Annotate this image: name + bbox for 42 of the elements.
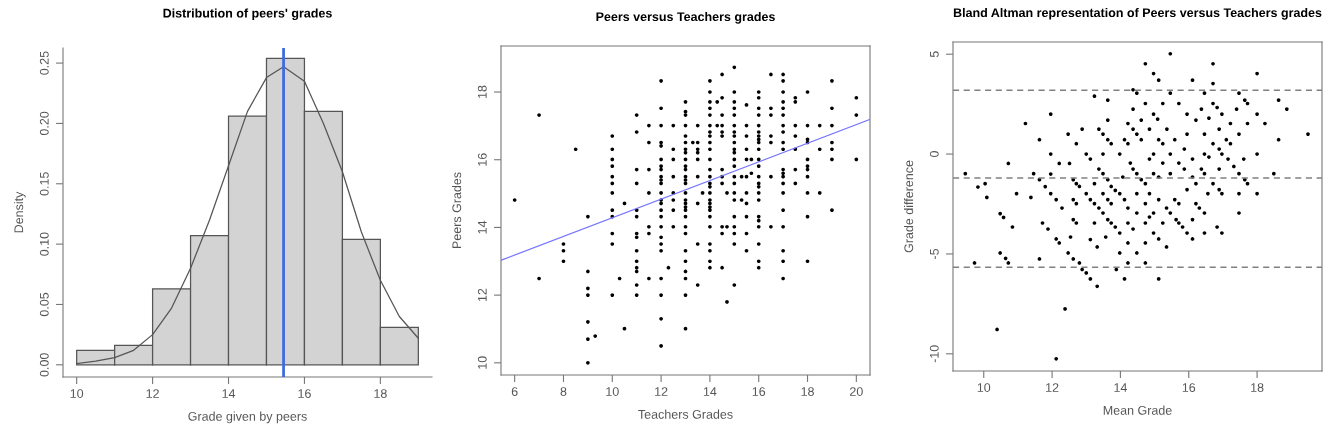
x-tick-label: 10 (977, 383, 991, 392)
x-tick-label: 14 (222, 389, 236, 398)
x-tick-label: 16 (752, 387, 766, 396)
y-tick-label: -5 (930, 248, 939, 259)
y-axis-title: Peers Grades (452, 172, 462, 249)
x-axis-title: Teachers Grades (638, 409, 733, 419)
y-tick-label: -10 (929, 345, 939, 363)
x-tick-label: 12 (146, 389, 159, 398)
y-tick-label: 0.10 (39, 232, 49, 256)
x-tick-label: 14 (703, 387, 717, 396)
y-tick-label: 14 (478, 220, 487, 234)
x-axis-title: Mean Grade (1103, 405, 1172, 415)
x-tick-label: 16 (1182, 383, 1196, 392)
y-axis-title: Grade difference (904, 160, 914, 253)
y-tick-label: 16 (477, 153, 487, 166)
y-axis-title: Density (14, 191, 26, 233)
y-tick-label: 5 (930, 51, 939, 58)
x-tick-label: 16 (298, 389, 311, 398)
y-tick-label: 12 (477, 288, 487, 302)
x-tick-label: 20 (850, 387, 863, 396)
y-tick-label: 0.05 (39, 292, 49, 317)
chart-title: Peers versus Teachers grades (596, 11, 775, 24)
y-tick-label: 0.00 (39, 353, 49, 377)
x-tick-label: 12 (1046, 383, 1059, 392)
y-tick-label: 18 (477, 85, 487, 99)
x-tick-label: 6 (511, 387, 518, 396)
x-tick-label: 12 (655, 387, 668, 396)
y-tick-label: 0.20 (39, 111, 49, 136)
y-tick-label: 10 (477, 356, 487, 369)
y-tick-label: 0.15 (39, 172, 49, 196)
x-tick-label: 18 (374, 389, 387, 398)
chart-title: Distribution of peers' grades (163, 8, 332, 21)
x-tick-label: 10 (606, 387, 619, 396)
x-tick-label: 8 (560, 387, 567, 396)
y-tick-label: 0 (929, 151, 939, 158)
x-tick-label: 10 (70, 389, 84, 398)
x-tick-label: 18 (801, 387, 814, 396)
y-tick-label: 0.25 (39, 51, 49, 75)
chart-title: Bland Altman representation of Peers versus Teachers grades (953, 7, 1322, 20)
x-tick-label: 18 (1251, 383, 1264, 392)
x-axis-title: Grade given by peers (188, 411, 307, 424)
x-tick-label: 14 (1114, 383, 1127, 392)
